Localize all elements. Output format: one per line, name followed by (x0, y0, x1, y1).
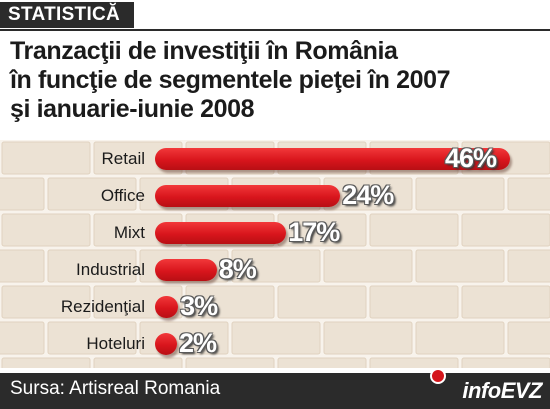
brick (369, 357, 459, 368)
category-label: Mixt (113, 223, 145, 242)
brick (461, 357, 550, 368)
title-line-2: în funcţie de segmentele pieţei în 2007 (10, 66, 451, 94)
brick (323, 249, 413, 283)
brick (415, 249, 505, 283)
category-label: Office (100, 186, 145, 205)
header-rule (0, 29, 550, 31)
brick (323, 321, 413, 355)
section-tag: STATISTICĂ (0, 2, 134, 28)
brick (47, 177, 137, 211)
brick (185, 285, 275, 319)
category-label: Industrial (76, 260, 145, 279)
brick (0, 321, 45, 355)
logo-mark-icon (430, 368, 446, 384)
brick (461, 213, 550, 247)
brick (47, 321, 137, 355)
brick (47, 249, 137, 283)
title-line-3: şi ianuarie-iunie 2008 (10, 95, 255, 123)
brick (1, 357, 91, 368)
brick (369, 213, 459, 247)
brick (0, 249, 45, 283)
brick (0, 177, 45, 211)
brick (231, 249, 321, 283)
category-label: Hoteluri (86, 334, 145, 353)
value-label: 17% (288, 217, 340, 247)
bar-hoteluri (155, 333, 177, 355)
source-text: Sursa: Artisreal Romania (10, 378, 221, 399)
brick (1, 141, 91, 175)
infoevz-logo: infoEVZ (462, 378, 542, 403)
value-label: 2% (179, 328, 217, 358)
title-line-1: Tranzacţii de investiţii în România (10, 37, 398, 65)
brick (507, 321, 550, 355)
footer-band: Sursa: Artisreal Romania infoEVZ (0, 373, 550, 409)
category-label: Retail (101, 149, 145, 168)
bar-office (155, 185, 341, 207)
brick (369, 285, 459, 319)
bar-rezidenţial (155, 296, 179, 318)
bar-retail (155, 148, 510, 170)
brick (1, 285, 91, 319)
value-label: 46% (445, 143, 497, 173)
value-label: 3% (180, 291, 218, 321)
brick (93, 357, 183, 368)
value-label: 24% (342, 180, 394, 210)
brick (1, 213, 91, 247)
brick (507, 177, 550, 211)
bar-mixt (155, 222, 287, 244)
brick (231, 321, 321, 355)
chart-title: Tranzacţii de investiţii în România în f… (10, 37, 546, 124)
brick (277, 357, 367, 368)
brick (415, 177, 505, 211)
brick (185, 357, 275, 368)
brick (277, 285, 367, 319)
brick (461, 285, 550, 319)
brick (415, 321, 505, 355)
brick (507, 249, 550, 283)
value-label: 8% (218, 254, 257, 284)
bar-industrial (155, 259, 217, 281)
category-label: Rezidenţial (60, 297, 145, 316)
